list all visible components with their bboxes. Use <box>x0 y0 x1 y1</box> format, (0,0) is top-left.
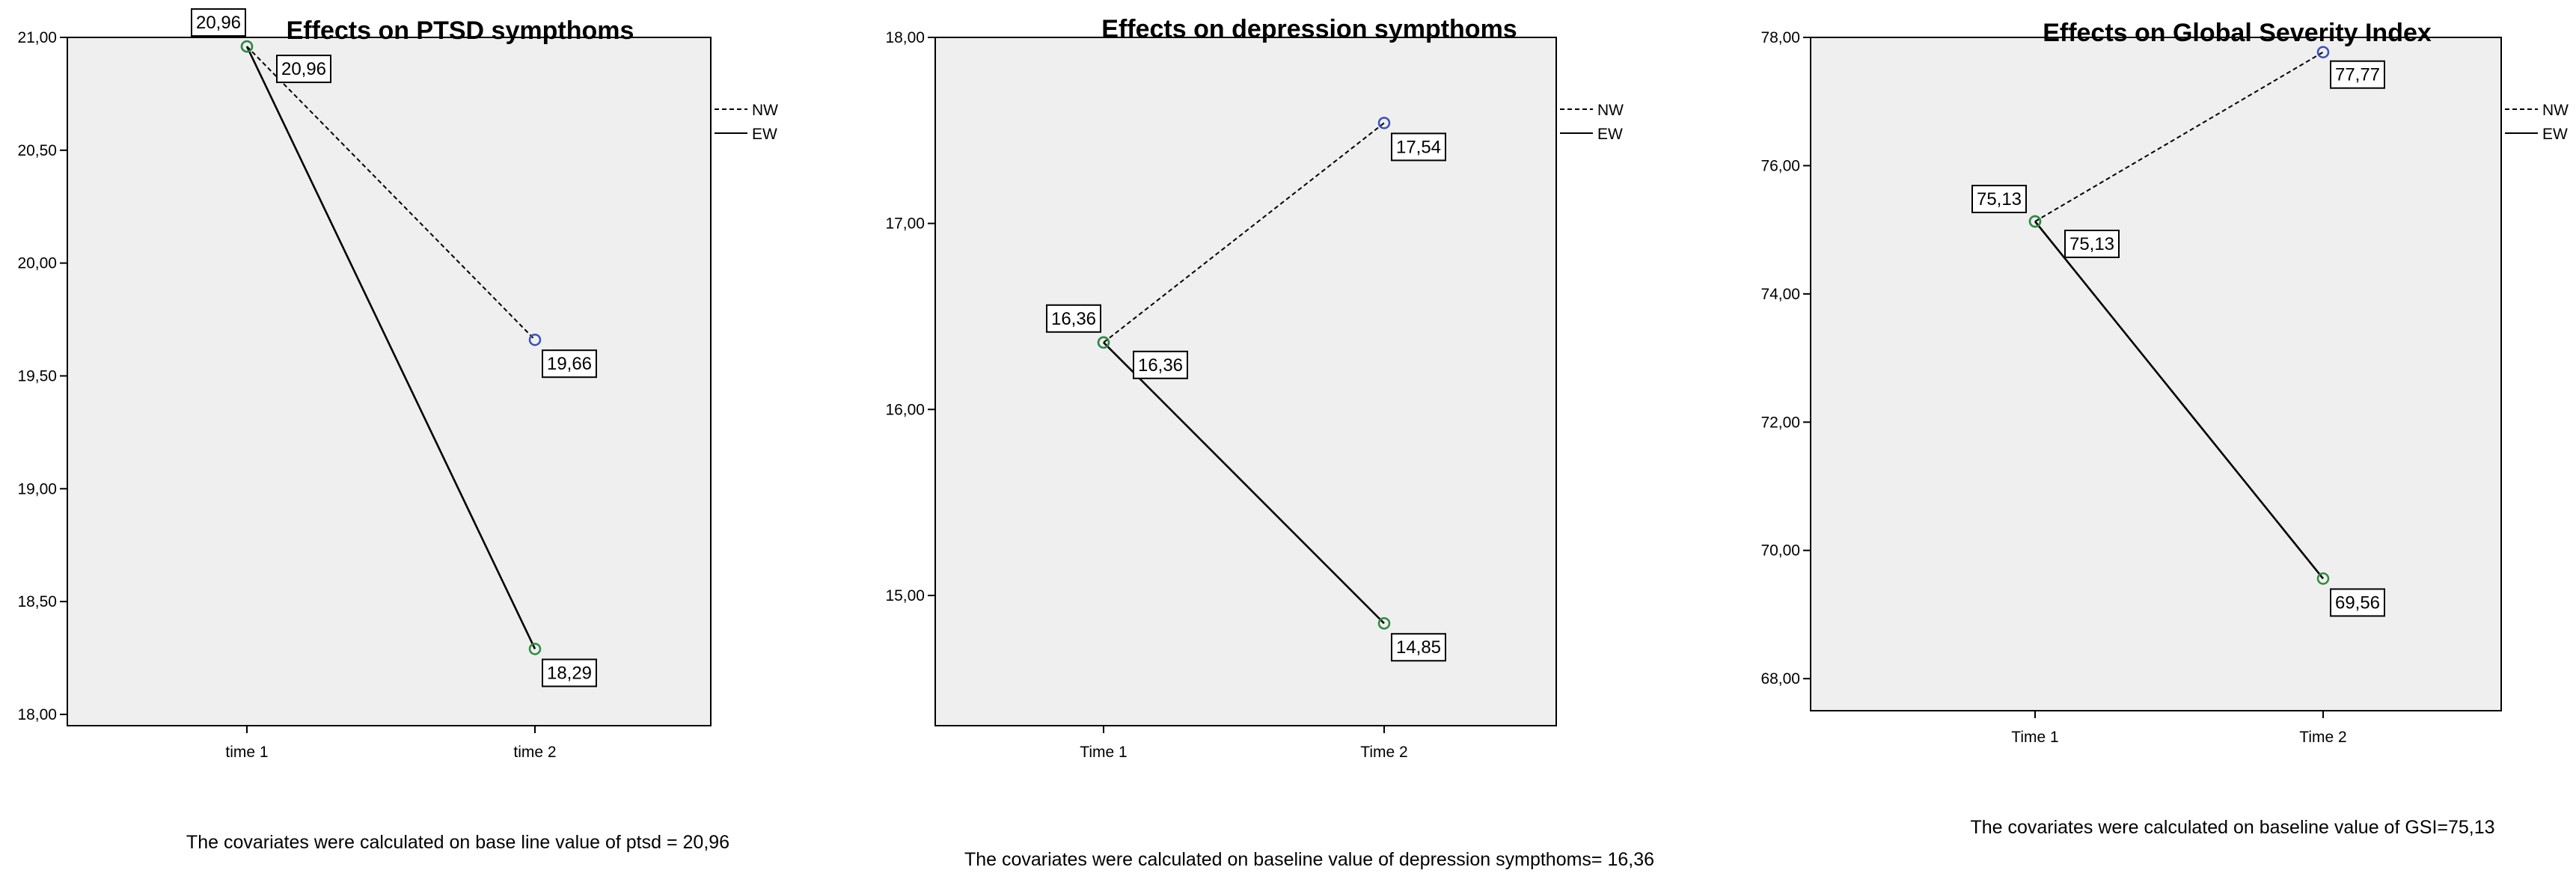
y-tick-label: 15,00 <box>885 587 925 604</box>
data-point-nw <box>528 333 542 346</box>
x-tick-label: Time 2 <box>1360 744 1407 761</box>
x-tick-label: Time 2 <box>2299 729 2346 746</box>
data-label: 69,56 <box>2335 593 2380 613</box>
y-tick-label: 76,00 <box>1760 157 1800 174</box>
data-point-ew <box>2028 215 2042 228</box>
data-label-box <box>2064 230 2120 258</box>
x-tick-label: Time 1 <box>1080 744 1127 761</box>
chart-panel-1: Effects on PTSD sympthoms 21,00 20,50 20,00… <box>17 8 778 853</box>
data-label: 75,13 <box>2069 234 2114 254</box>
legend-label-nw: NW <box>752 102 778 119</box>
data-label-box <box>1971 185 2027 213</box>
footnote: The covariates were calculated on base l… <box>186 832 729 853</box>
data-label: 19,66 <box>547 354 592 374</box>
data-label-box <box>276 55 331 84</box>
data-label-box <box>542 349 597 379</box>
data-point-ew <box>528 643 542 655</box>
y-tick-label: 20,00 <box>17 255 57 272</box>
data-point-ew <box>240 40 254 53</box>
data-point-nw <box>2316 46 2330 58</box>
data-label-box <box>1391 132 1446 162</box>
data-label-box <box>191 8 246 37</box>
data-label: 77,77 <box>2335 65 2380 85</box>
plot-area <box>1810 37 2502 711</box>
footnote: The covariates were calculated on baseli… <box>1970 817 2494 838</box>
y-tick-label: 16,00 <box>885 401 925 418</box>
data-point-ew <box>2316 572 2330 585</box>
data-label-box <box>1133 350 1188 379</box>
data-label: 20,96 <box>196 13 241 33</box>
data-label: 14,85 <box>1396 637 1441 658</box>
chart-panel-3: Effects on Global Severity Index 78,00 76,… <box>1760 19 2569 838</box>
chart-panel-2: Effects on depression sympthoms 18,00 17,0… <box>885 15 1654 870</box>
y-tick-label: 19,50 <box>17 367 57 385</box>
chart-title: Effects on Global Severity Index <box>2043 19 2432 47</box>
data-label-box <box>1391 633 1446 662</box>
y-tick-label: 20,50 <box>17 142 57 159</box>
data-label-box <box>542 658 597 688</box>
data-label-box <box>1046 304 1101 333</box>
chart-title: Effects on PTSD sympthoms <box>287 16 634 45</box>
legend-label-nw: NW <box>1597 102 1624 119</box>
y-tick-label: 21,00 <box>17 29 57 46</box>
data-label: 75,13 <box>1977 189 2022 209</box>
data-label: 16,36 <box>1138 355 1183 376</box>
series-line-ew <box>2034 221 2325 580</box>
data-label: 16,36 <box>1051 309 1096 329</box>
y-tick-label: 18,00 <box>17 706 57 723</box>
x-tick-label: time 2 <box>513 744 556 761</box>
y-tick-label: 78,00 <box>1760 29 1800 46</box>
series-line-ew <box>245 46 536 650</box>
x-tick-label: time 1 <box>225 744 268 761</box>
chart-title: Effects on depression sympthoms <box>1101 15 1517 43</box>
y-tick-label: 72,00 <box>1760 414 1800 431</box>
y-tick-label: 19,00 <box>17 480 57 497</box>
y-tick-label: 17,00 <box>885 215 925 233</box>
y-tick-label: 18,00 <box>885 29 925 46</box>
legend-label-ew: EW <box>2542 126 2568 143</box>
data-label: 20,96 <box>281 59 326 79</box>
plot-area <box>67 37 712 726</box>
data-point-nw <box>1377 117 1391 129</box>
series-line-ew <box>1103 341 1385 625</box>
data-label-box <box>2330 588 2385 617</box>
data-label: 17,54 <box>1396 137 1441 157</box>
plot-area <box>934 37 1557 726</box>
y-tick-label: 18,50 <box>17 593 57 610</box>
legend-label-nw: NW <box>2542 102 2569 119</box>
y-tick-label: 74,00 <box>1760 286 1800 303</box>
legend-label-ew: EW <box>1597 126 1623 143</box>
data-label-box <box>2330 60 2385 89</box>
data-point-ew <box>1377 616 1391 630</box>
legend-label-ew: EW <box>752 126 777 143</box>
series-line-nw <box>246 46 536 340</box>
data-point-ew <box>1097 336 1110 349</box>
y-tick-label: 70,00 <box>1760 542 1800 560</box>
footnote: The covariates were calculated on baseli… <box>964 849 1654 870</box>
x-tick-label: Time 1 <box>2011 729 2058 746</box>
data-label: 18,29 <box>547 663 592 683</box>
series-line-nw <box>2034 51 2324 222</box>
y-tick-label: 68,00 <box>1760 670 1800 688</box>
